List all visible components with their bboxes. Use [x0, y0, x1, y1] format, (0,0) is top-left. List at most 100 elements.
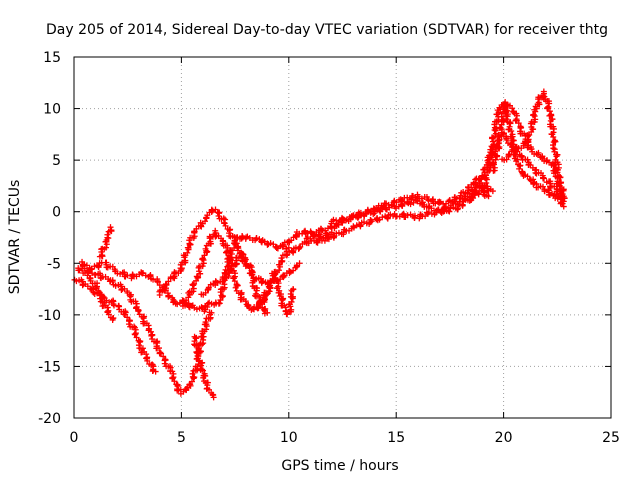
data-point [199, 366, 206, 373]
x-tick-label: 20 [495, 430, 513, 446]
data-point [139, 345, 146, 352]
data-point [323, 230, 330, 237]
data-point [550, 145, 557, 152]
data-point [254, 304, 261, 311]
x-tick-label: 15 [387, 430, 405, 446]
data-point [503, 136, 510, 143]
data-point [559, 200, 566, 207]
x-axis-ticks: 0 5 10 15 20 25 [70, 57, 620, 446]
series-track-4 [96, 224, 115, 260]
data-point [540, 175, 547, 182]
data-point [499, 116, 506, 123]
data-point [95, 287, 102, 294]
data-point [115, 303, 122, 310]
data-point [185, 303, 192, 310]
series-track-11 [254, 270, 297, 318]
data-point [109, 278, 116, 285]
data-point [450, 204, 457, 211]
data-point [275, 261, 282, 268]
data-point [264, 291, 271, 298]
data-point [560, 203, 567, 210]
data-point [501, 130, 508, 137]
x-tick-label: 0 [70, 430, 79, 446]
data-point [447, 205, 454, 212]
data-point [264, 241, 271, 248]
y-tick-label: 15 [43, 50, 61, 66]
data-point [368, 218, 375, 225]
data-point [518, 154, 525, 161]
y-tick-label: -10 [38, 308, 61, 324]
data-point [209, 207, 216, 214]
data-point [205, 386, 212, 393]
data-point [550, 139, 557, 146]
data-point [248, 271, 255, 278]
data-point [202, 319, 209, 326]
data-point [98, 291, 105, 298]
data-point [490, 159, 497, 166]
data-point [104, 231, 111, 238]
data-point [200, 333, 207, 340]
data-point [290, 286, 297, 293]
data-point [546, 100, 553, 107]
data-point [184, 249, 191, 256]
data-point [189, 281, 196, 288]
data-point [446, 208, 453, 215]
data-point [199, 263, 206, 270]
data-point [516, 162, 523, 169]
data-point [227, 266, 234, 273]
data-point [550, 133, 557, 140]
data-point [109, 317, 116, 324]
y-axis-ticks: -20 -15 -10 -5 0 5 10 15 [38, 50, 611, 427]
data-point [418, 200, 425, 207]
data-point [108, 227, 115, 234]
data-point [554, 169, 561, 176]
x-tick-label: 25 [602, 430, 620, 446]
data-point [137, 338, 144, 345]
data-point [99, 252, 106, 259]
data-point [105, 311, 112, 318]
data-point [189, 370, 196, 377]
data-point [232, 284, 239, 291]
data-point [148, 332, 155, 339]
data-point [267, 240, 274, 247]
data-point [551, 138, 558, 145]
data-point [547, 117, 554, 124]
data-point [222, 266, 229, 273]
data-point [513, 158, 520, 165]
data-point [560, 187, 567, 194]
data-point [553, 153, 560, 160]
data-point [200, 374, 207, 381]
data-point [204, 248, 211, 255]
data-point [118, 286, 125, 293]
data-point [165, 293, 172, 300]
data-point [471, 187, 478, 194]
data-point [492, 125, 499, 132]
data-point [124, 272, 131, 279]
data-point [491, 164, 498, 171]
data-point [288, 306, 295, 313]
data-point [219, 293, 226, 300]
data-point [551, 170, 558, 177]
data-point [126, 317, 133, 324]
y-tick-label: -20 [38, 411, 61, 427]
data-point [171, 378, 178, 385]
data-point [231, 237, 238, 244]
data-point [184, 384, 191, 391]
y-tick-label: -15 [38, 359, 61, 375]
data-point [241, 258, 248, 265]
data-point [540, 174, 547, 181]
data-point [170, 374, 177, 381]
data-point [203, 326, 210, 333]
data-point [404, 212, 411, 219]
data-point [131, 323, 138, 330]
data-point [154, 339, 161, 346]
data-point [190, 374, 197, 381]
data-point [200, 367, 207, 374]
y-tick-label: 0 [52, 205, 61, 221]
data-point [242, 298, 249, 305]
series-track-18 [467, 130, 567, 210]
data-point [194, 274, 201, 281]
data-point [240, 251, 247, 258]
data-point [97, 295, 104, 302]
data-point [218, 292, 225, 299]
